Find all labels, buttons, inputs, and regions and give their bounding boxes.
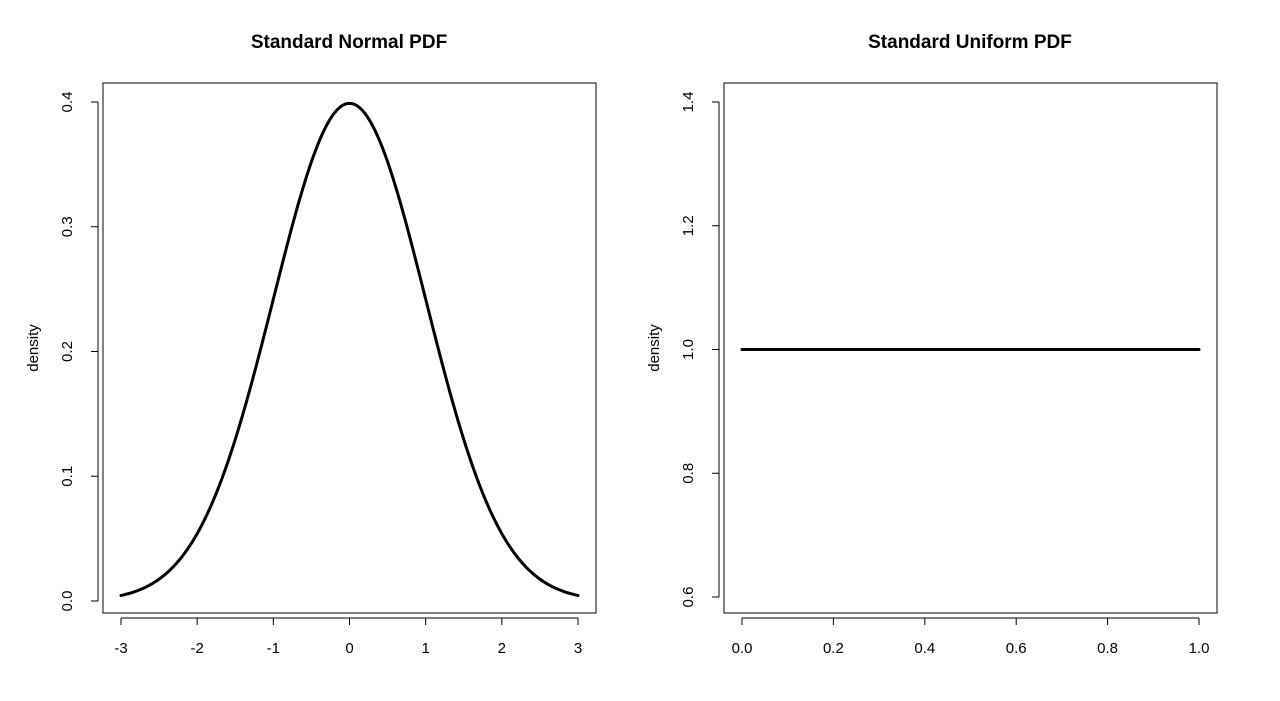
plot-frame	[102, 82, 597, 614]
y-tick-label: 1.2	[680, 215, 697, 236]
x-tick-label: 2	[498, 640, 506, 657]
x-tick-label: -3	[114, 640, 127, 657]
normal-density-line	[119, 101, 580, 597]
x-tick-label: 0.2	[823, 640, 844, 657]
x-tick-label: 1	[421, 640, 429, 657]
y-tick-label: 0.0	[59, 591, 76, 612]
normal-pdf-panel: Standard Normal PDF -3 -2 -1 0 1 2 3 0.0 0.1 0.2 0.…	[25, 32, 597, 657]
y-axis-label: density	[646, 324, 663, 372]
x-tick-label: -1	[267, 640, 280, 657]
y-tick-label: 0.8	[680, 463, 697, 484]
y-tick-label: 0.3	[59, 216, 76, 237]
x-tick-label: 0.8	[1097, 640, 1118, 657]
x-tick-label: 0	[345, 640, 353, 657]
y-axis-label: density	[25, 324, 42, 372]
y-tick-label: 0.4	[59, 92, 76, 113]
chart-title: Standard Normal PDF	[251, 32, 447, 53]
x-tick-label: 0.0	[732, 640, 753, 657]
x-tick-label: -2	[190, 640, 203, 657]
y-tick-label: 0.1	[59, 466, 76, 487]
x-tick-label: 0.4	[914, 640, 935, 657]
chart-title: Standard Uniform PDF	[868, 32, 1072, 53]
uniform-pdf-panel: Standard Uniform PDF 0.0 0.2 0.4 0.6 0.8 1.0 0.…	[646, 32, 1218, 657]
plot-frame	[723, 82, 1218, 614]
y-tick-label: 1.0	[680, 339, 697, 360]
y-tick-label: 1.4	[680, 92, 697, 113]
x-tick-label: 1.0	[1189, 640, 1210, 657]
x-tick-label: 3	[574, 640, 582, 657]
x-tick-label: 0.6	[1006, 640, 1027, 657]
y-tick-label: 0.6	[680, 587, 697, 608]
y-tick-label: 0.2	[59, 341, 76, 362]
